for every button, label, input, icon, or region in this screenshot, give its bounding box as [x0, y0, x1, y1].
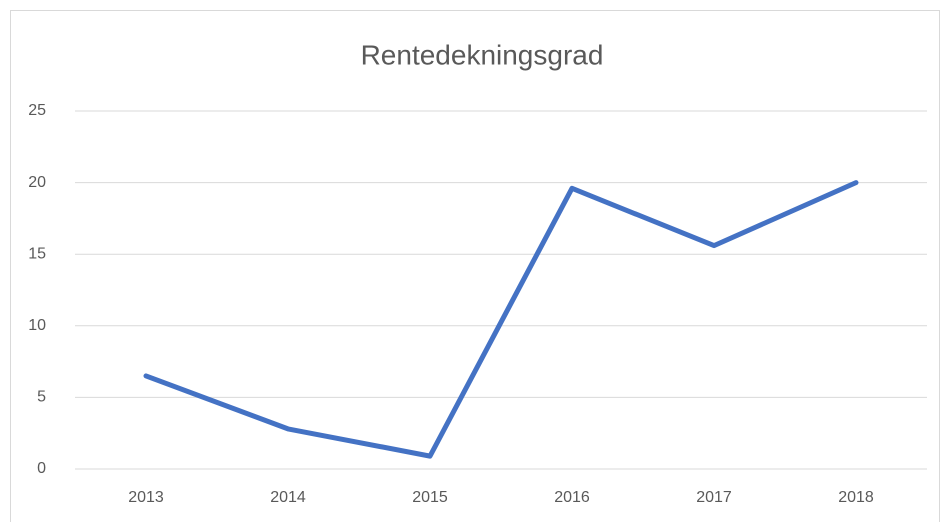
x-tick-label: 2015 [412, 489, 448, 506]
y-tick-label: 0 [37, 460, 46, 477]
x-tick-label: 2016 [554, 489, 590, 506]
y-tick-label: 25 [28, 102, 46, 119]
x-tick-label: 2018 [838, 489, 874, 506]
chart-border [10, 10, 940, 522]
x-tick-label: 2013 [128, 489, 164, 506]
y-tick-label: 20 [28, 174, 46, 191]
chart-title: Rentedekningsgrad [361, 39, 604, 70]
y-tick-label: 10 [28, 317, 46, 334]
x-tick-label: 2017 [696, 489, 732, 506]
x-tick-label: 2014 [270, 489, 306, 506]
y-tick-label: 5 [37, 389, 46, 406]
data-line [143, 180, 859, 459]
y-tick-label: 15 [28, 245, 46, 262]
